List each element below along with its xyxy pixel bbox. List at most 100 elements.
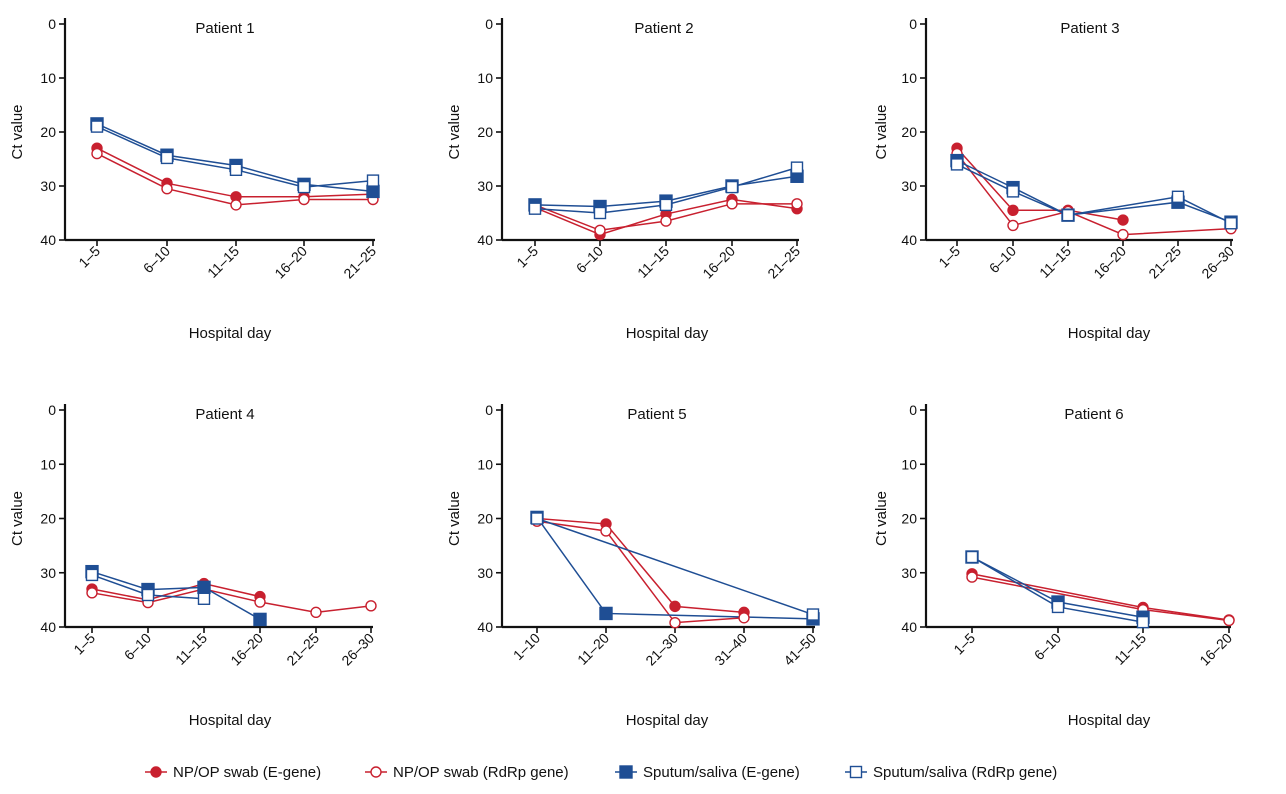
data-point [593,206,607,220]
y-tick-label: 0 [48,16,56,32]
y-tick-label: 40 [901,232,917,248]
data-point [1051,600,1065,614]
x-tick-label: 11–15 [1036,243,1074,281]
series-line-1 [971,573,1230,621]
y-tick-label: 30 [901,178,917,194]
data-point [1136,615,1150,629]
y-tick-label: 40 [477,619,493,635]
legend-item-3: Sputum/saliva (E-gene) [615,764,800,781]
data-point [297,180,311,194]
series-line-1 [91,582,261,601]
y-tick-label: 10 [901,456,917,472]
chart-title: Patient 2 [634,20,693,37]
y-axis-title: Ct value [873,104,890,159]
x-axis-title: Hospital day [189,325,272,342]
y-tick-label: 40 [40,232,56,248]
y-tick-label: 20 [477,124,493,140]
x-tick-label: 11–15 [172,630,210,668]
x-tick-label: 21–25 [1145,243,1184,282]
data-point [85,568,99,582]
y-axis-title: Ct value [9,491,26,546]
y-tick-label: 30 [901,565,917,581]
data-point [160,151,174,165]
x-tick-label: 11–15 [634,243,672,281]
data-point [1224,217,1238,230]
x-axis-title: Hospital day [189,712,272,729]
y-tick-label: 20 [901,511,917,527]
chart-title: Patient 3 [1060,20,1119,37]
y-axis-title: Ct value [446,104,463,159]
data-point [230,199,242,211]
legend-marker-icon [150,766,162,778]
x-tick-label: 21–30 [642,630,681,669]
y-tick-label: 30 [477,178,493,194]
data-point [1007,219,1019,232]
series-line-2 [91,588,372,614]
legend-label: NP/OP swab (E-gene) [173,764,321,781]
y-tick-label: 30 [477,565,493,581]
y-axis-title: Ct value [873,491,890,546]
x-axis-title: Hospital day [626,712,709,729]
data-point [1117,228,1129,241]
y-tick-label: 40 [901,619,917,635]
y-tick-label: 10 [477,70,493,86]
chart-panel-2: Patient 2 0 10 20 30 40 1–5 6–10 11–15 16–20 21–25… [446,16,804,342]
y-tick-label: 0 [485,16,493,32]
series-line-3 [96,123,374,193]
legend-item-2: NP/OP swab (RdRp gene) [365,764,569,781]
chart-title: Patient 1 [195,20,254,37]
x-tick-label: 21–25 [340,243,379,282]
data-point [253,612,267,627]
x-tick-label: 11–20 [574,630,612,668]
y-tick-label: 40 [40,619,56,635]
data-point [660,215,672,227]
legend-label: Sputum/saliva (E-gene) [643,764,800,781]
data-point [790,161,804,174]
y-tick-label: 30 [40,565,56,581]
data-point [298,193,310,206]
data-point [141,588,155,602]
legend-item-4: Sputum/saliva (RdRp gene) [845,764,1057,781]
data-point [725,180,739,194]
y-tick-label: 20 [901,124,917,140]
data-point [1006,185,1020,198]
x-tick-label: 26–30 [338,630,377,669]
data-point [1007,204,1019,217]
data-point [366,174,380,187]
data-point [791,198,803,210]
y-tick-label: 0 [48,402,56,418]
y-tick-label: 10 [40,456,56,472]
series-line-4 [96,125,374,188]
x-tick-label: 26–30 [1198,243,1237,282]
data-point [365,600,377,612]
data-point [594,224,606,236]
y-tick-label: 0 [909,16,917,32]
series-line-3 [91,570,261,621]
chart-panel-3: Patient 3 0 10 20 30 40 1–5 6–10 11–15 16–20 21–25… [873,16,1238,342]
series-line-4 [536,517,814,616]
data-point [86,587,98,599]
data-point [1223,614,1235,627]
y-tick-label: 0 [485,402,493,418]
data-point [726,198,738,210]
data-point [965,550,979,564]
legend-item-1: NP/OP swab (E-gene) [145,764,321,781]
legend-marker-icon [370,766,382,778]
x-tick-label: 21–25 [283,630,322,669]
y-tick-label: 20 [40,511,56,527]
x-tick-label: 16–20 [271,243,310,282]
y-tick-label: 40 [477,232,493,248]
x-tick-label: 16–20 [227,630,266,669]
x-tick-label: 1–5 [935,243,963,271]
chart-panel-6: Patient 6 0 10 20 30 40 1–5 6–10 11–15 16–20 Ct va… [873,402,1235,729]
data-point [530,512,544,525]
y-axis-title: Ct value [446,491,463,546]
data-point [738,612,750,624]
x-tick-label: 1–5 [70,630,98,658]
x-axis-title: Hospital day [626,325,709,342]
y-tick-label: 20 [40,124,56,140]
data-point [90,120,104,133]
data-point [966,571,978,583]
data-point [91,147,103,160]
x-tick-label: 1–5 [513,243,541,271]
